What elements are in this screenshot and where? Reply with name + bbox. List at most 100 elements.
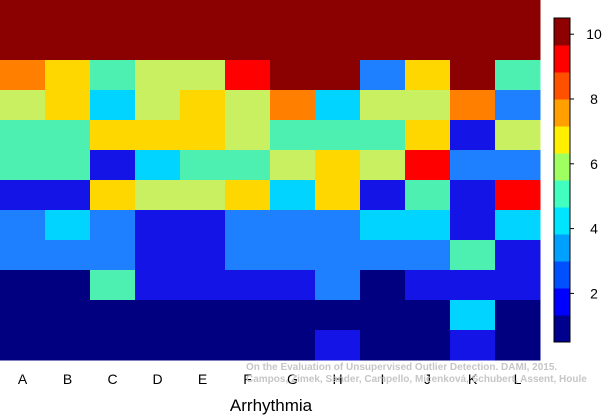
heatmap-cell <box>225 300 271 331</box>
heatmap-cell <box>225 30 271 61</box>
colorbar-tick-labels: 2 4 6 8 10 <box>570 26 602 301</box>
heatmap-cell <box>450 60 496 91</box>
heatmap-cell <box>0 150 46 181</box>
heatmap-cell <box>0 30 46 61</box>
heatmap-cell <box>45 150 91 181</box>
heatmap-cell <box>405 330 451 361</box>
heatmap-cell <box>270 210 316 241</box>
x-tick-label: H <box>332 371 342 387</box>
heatmap-cell <box>225 60 271 91</box>
heatmap-cell <box>135 180 181 211</box>
heatmap-cell <box>315 270 361 301</box>
colorbar-segment <box>554 288 570 316</box>
heatmap-cell <box>0 180 46 211</box>
heatmap-cell <box>90 90 136 121</box>
heatmap-cell <box>180 60 226 91</box>
heatmap-cell <box>315 180 361 211</box>
heatmap-cell <box>315 90 361 121</box>
heatmap-cell <box>360 90 406 121</box>
heatmap-cell <box>45 210 91 241</box>
colorbar-border <box>553 17 571 343</box>
heatmap-cell <box>90 330 136 361</box>
heatmap-cell <box>90 270 136 301</box>
heatmap-cell <box>270 120 316 151</box>
heatmap-cell <box>495 210 541 241</box>
heatmap-cell <box>405 270 451 301</box>
heatmap-cell <box>180 30 226 61</box>
heatmap-cell <box>135 240 181 271</box>
heatmap-cell <box>450 270 496 301</box>
heatmap-cell <box>135 300 181 331</box>
heatmap-cell <box>270 150 316 181</box>
colorbar-segment <box>554 126 570 154</box>
heatmap-cell <box>450 330 496 361</box>
heatmap-cell <box>180 0 226 31</box>
x-tick-label: B <box>63 371 72 387</box>
heatmap-cell <box>45 180 91 211</box>
heatmap-cell <box>225 210 271 241</box>
heatmap-cell <box>90 210 136 241</box>
heatmap-cell <box>225 270 271 301</box>
heatmap-cell <box>315 150 361 181</box>
heatmap-cell <box>450 240 496 271</box>
heatmap-cell <box>90 120 136 151</box>
heatmap-cell <box>360 30 406 61</box>
colorbar-tick-label: 6 <box>590 156 598 172</box>
heatmap-cell <box>90 60 136 91</box>
heatmap-cell <box>45 60 91 91</box>
heatmap-cell <box>270 330 316 361</box>
x-tick-label: G <box>287 371 298 387</box>
heatmap-cell <box>405 0 451 31</box>
heatmap-cell <box>450 30 496 61</box>
heatmap-cell <box>450 210 496 241</box>
heatmap-cell <box>180 120 226 151</box>
heatmap-cell <box>90 240 136 271</box>
heatmap-cell <box>450 120 496 151</box>
heatmap-cell <box>135 60 181 91</box>
heatmap-cell <box>270 90 316 121</box>
heatmap-cell <box>180 300 226 331</box>
watermark-line-1: On the Evaluation of Unsupervised Outlie… <box>246 362 558 373</box>
heatmap-cell <box>360 210 406 241</box>
heatmap-cell <box>405 180 451 211</box>
heatmap-cell <box>495 30 541 61</box>
heatmap-cell <box>405 30 451 61</box>
heatmap-cell <box>270 0 316 31</box>
x-tick-label: A <box>18 371 28 387</box>
heatmap-cell <box>495 270 541 301</box>
heatmap-cell <box>45 30 91 61</box>
heatmap-cell <box>360 240 406 271</box>
heatmap-cell <box>0 60 46 91</box>
heatmap-cell <box>0 120 46 151</box>
heatmap-cell <box>270 30 316 61</box>
colorbar-segment <box>554 261 570 289</box>
heatmap-cell <box>225 150 271 181</box>
heatmap-cell <box>315 30 361 61</box>
heatmap-cell <box>90 180 136 211</box>
heatmap-cell <box>225 120 271 151</box>
heatmap-cell <box>405 60 451 91</box>
heatmap-cell <box>135 0 181 31</box>
heatmap-cell <box>0 330 46 361</box>
heatmap-cell <box>315 330 361 361</box>
heatmap-cell <box>45 270 91 301</box>
heatmap-cell <box>135 150 181 181</box>
x-tick-label: F <box>243 371 252 387</box>
heatmap-cell <box>135 30 181 61</box>
heatmap-cell <box>360 120 406 151</box>
x-tick-label: E <box>198 371 207 387</box>
heatmap-cell <box>495 150 541 181</box>
heatmap-cell <box>180 150 226 181</box>
heatmap-cell <box>90 30 136 61</box>
heatmap-cell <box>315 0 361 31</box>
heatmap-cell <box>360 180 406 211</box>
heatmap-cell <box>450 300 496 331</box>
heatmap-cell <box>315 60 361 91</box>
heatmap-cell <box>495 240 541 271</box>
heatmap-cell <box>135 90 181 121</box>
x-tick-label: L <box>514 371 522 387</box>
colorbar-tick-label: 10 <box>586 26 602 42</box>
watermark-line-2: Campos, Zimek, Sander, Campello, Micenko… <box>246 374 587 385</box>
x-tick-label: C <box>107 371 117 387</box>
